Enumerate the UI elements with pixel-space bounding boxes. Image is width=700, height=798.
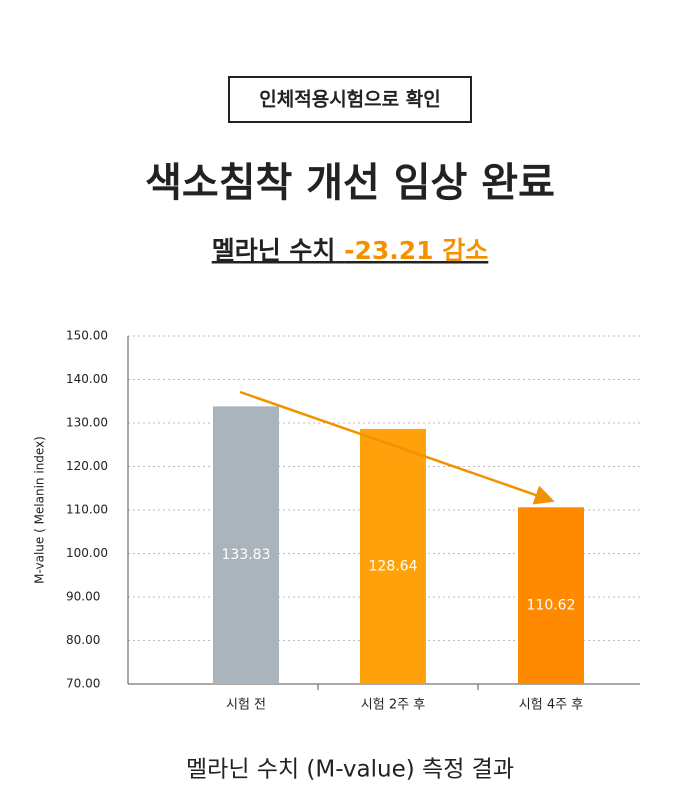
y-tick-label: 120.00 <box>66 459 108 473</box>
y-tick-label: 100.00 <box>66 546 108 560</box>
y-tick-label: 80.00 <box>66 633 100 647</box>
overlay <box>239 390 555 505</box>
trend-arrow <box>239 390 555 505</box>
y-tick-label: 90.00 <box>66 590 100 604</box>
caption: 멜라닌 수치 (M-value) 측정 결과 <box>186 757 514 783</box>
value-label: 110.62 <box>527 598 576 614</box>
y-tick-label: 130.00 <box>66 416 108 430</box>
badge-box <box>228 76 472 123</box>
y-tick-label: 110.00 <box>66 503 108 517</box>
x-tick-label: 시험 4주 후 <box>519 698 583 713</box>
x-tick-label: 시험 2주 후 <box>361 698 425 713</box>
y-tick-label: 140.00 <box>66 372 108 386</box>
value-label: 128.64 <box>369 558 418 574</box>
subheadline: 멜라닌 수치 -23.21 감소 <box>212 236 489 265</box>
bar <box>518 507 584 684</box>
plot: 70.00 80.00 90.00 100.00 110.00 120.00 130.00 1… <box>66 329 640 713</box>
bar <box>213 406 279 684</box>
x-tick-label: 시험 전 <box>226 698 266 713</box>
bar <box>360 428 426 684</box>
y-tick-label: 70.00 <box>66 677 100 691</box>
metric: 멜라닌 수치 <box>212 236 336 265</box>
badge: 인체적용시험으로 확인 <box>259 88 440 111</box>
value-label: 133.83 <box>222 547 271 563</box>
y-tick-label: 150.00 <box>66 329 108 343</box>
headline: 색소침착 개선 임상 완료 <box>145 160 555 206</box>
y-axis-label: M-value ( Melanin index) <box>33 436 47 584</box>
change: -23.21 감소 <box>344 236 488 265</box>
